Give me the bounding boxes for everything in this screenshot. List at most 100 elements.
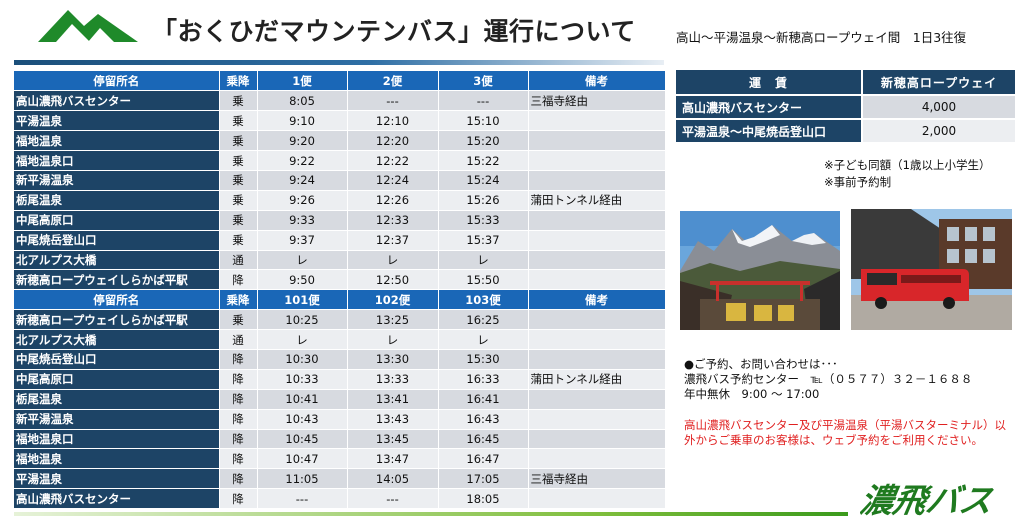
departure-time: 16:33: [438, 369, 529, 390]
route-note: [528, 150, 666, 171]
departure-time: 9:26: [257, 190, 348, 211]
board-alight: 降: [219, 269, 258, 291]
route-note: [528, 329, 666, 350]
departure-time: 10:47: [257, 448, 348, 470]
stop-name: 福地温泉: [14, 448, 220, 470]
departure-time: レ: [347, 329, 439, 350]
stop-name: 新穂高ロープウェイしらかば平駅: [14, 269, 220, 291]
route-note: [528, 448, 666, 470]
web-reservation-notice: 高山濃飛バスセンター及び平湯温泉（平湯バスターミナル）以外からご乗車のお客様は、…: [684, 418, 1006, 447]
departure-time: 12:50: [347, 269, 439, 291]
departure-time: 9:37: [257, 230, 348, 251]
stop-name: 新穂高ロープウェイしらかば平駅: [14, 309, 220, 331]
departure-time: 9:24: [257, 170, 348, 191]
departure-time: 15:24: [438, 170, 529, 191]
stop-name: 栃尾温泉: [14, 389, 220, 410]
departure-time: 13:33: [347, 369, 439, 390]
header-stop: 停留所名: [14, 71, 220, 92]
route-note: [528, 130, 666, 152]
route-note: 三福寺経由: [528, 90, 666, 112]
contact-phone: 濃飛バス予約センター ℡（０５７７）３２－１６８８: [684, 372, 973, 386]
departure-time: 17:05: [438, 468, 529, 490]
departure-time: 10:25: [257, 309, 348, 331]
departure-time: 18:05: [438, 488, 529, 510]
departure-time: 12:37: [347, 230, 439, 251]
table-row: 栃尾温泉乗 9:26 12:26 15:26 蒲田トンネル経由: [14, 190, 666, 211]
fare-note: ※子ども同額（1歳以上小学生）: [824, 158, 991, 172]
stop-name: 中尾高原口: [14, 369, 220, 390]
route-note: [528, 110, 666, 132]
board-alight: 降: [219, 369, 258, 390]
departure-time: 9:50: [257, 269, 348, 291]
route-note: [528, 250, 666, 271]
table-row: 中尾高原口降 10:33 13:33 16:33 蒲田トンネル経由: [14, 369, 666, 390]
header-trip: 3便: [438, 71, 529, 92]
table-row: 北アルプス大橋通レレレ: [14, 250, 666, 271]
route-note: [528, 210, 666, 231]
header-board: 乗降: [219, 289, 258, 311]
fare-header-destination: 新穂高ロープウェイ: [862, 70, 1017, 96]
route-note: 蒲田トンネル経由: [528, 369, 666, 390]
fare-origin: 高山濃飛バスセンター: [676, 95, 863, 120]
table-row: 平湯温泉降 11:05 14:05 17:05 三福寺経由: [14, 468, 666, 490]
table-row: 新穂高ロープウェイしらかば平駅降 9:50 12:50 15:50: [14, 269, 666, 291]
fare-price: 2,000: [862, 119, 1017, 144]
stop-name: 福地温泉: [14, 130, 220, 152]
departure-time: 9:20: [257, 130, 348, 152]
table-row: 福地温泉口乗 9:22 12:22 15:22: [14, 150, 666, 171]
route-note: [528, 309, 666, 331]
departure-time: ---: [438, 90, 529, 112]
departure-time: 15:30: [438, 349, 529, 370]
departure-time: レ: [347, 250, 439, 271]
departure-time: 13:47: [347, 448, 439, 470]
board-alight: 降: [219, 349, 258, 370]
departure-time: 10:33: [257, 369, 348, 390]
stop-name: 北アルプス大橋: [14, 329, 220, 350]
board-alight: 乗: [219, 309, 258, 331]
header-trip: 2便: [347, 71, 439, 92]
table-row: 福地温泉口降 10:45 13:45 16:45: [14, 429, 666, 450]
departure-time: 14:05: [347, 468, 439, 490]
route-note: 三福寺経由: [528, 468, 666, 490]
board-alight: 降: [219, 448, 258, 470]
departure-time: 13:41: [347, 389, 439, 410]
departure-time: 12:33: [347, 210, 439, 231]
departure-time: 12:10: [347, 110, 439, 132]
contact-heading: ●ご予約、お問い合わせは･･･: [684, 357, 838, 371]
departure-time: ---: [347, 488, 439, 510]
route-info: 高山～平湯温泉～新穂高ロープウェイ間 1日3往復: [676, 30, 967, 45]
departure-time: 15:50: [438, 269, 529, 291]
header-trip: 103便: [438, 289, 529, 311]
route-note: [528, 349, 666, 370]
departure-time: 15:26: [438, 190, 529, 211]
table-row: 中尾高原口乗 9:33 12:33 15:33: [14, 210, 666, 231]
header-board: 乗降: [219, 71, 258, 92]
departure-time: 16:25: [438, 309, 529, 331]
stop-name: 新平湯温泉: [14, 409, 220, 430]
stop-name: 高山濃飛バスセンター: [14, 488, 220, 510]
departure-time: 12:26: [347, 190, 439, 211]
departure-time: 16:47: [438, 448, 529, 470]
stop-name: 福地温泉口: [14, 150, 220, 171]
page-title: 「おくひだマウンテンバス」運行について: [152, 17, 636, 46]
header-divider: [14, 60, 664, 65]
route-note: [528, 230, 666, 251]
departure-time: ---: [257, 488, 348, 510]
departure-time: 15:37: [438, 230, 529, 251]
board-alight: 降: [219, 468, 258, 490]
departure-time: 13:30: [347, 349, 439, 370]
header-trip: 102便: [347, 289, 439, 311]
table-row: 福地温泉乗 9:20 12:20 15:20: [14, 130, 666, 152]
departure-time: レ: [257, 250, 348, 271]
departure-time: 13:45: [347, 429, 439, 450]
departure-time: ---: [347, 90, 439, 112]
fare-price: 4,000: [862, 95, 1017, 120]
fare-note: ※事前予約制: [824, 175, 892, 189]
header-trip: 1便: [257, 71, 348, 92]
departure-time: 16:43: [438, 409, 529, 430]
board-alight: 乗: [219, 130, 258, 152]
board-alight: 乗: [219, 150, 258, 171]
departure-time: 15:22: [438, 150, 529, 171]
table-row: 高山濃飛バスセンター降 --- --- 18:05: [14, 488, 666, 510]
departure-time: 12:20: [347, 130, 439, 152]
